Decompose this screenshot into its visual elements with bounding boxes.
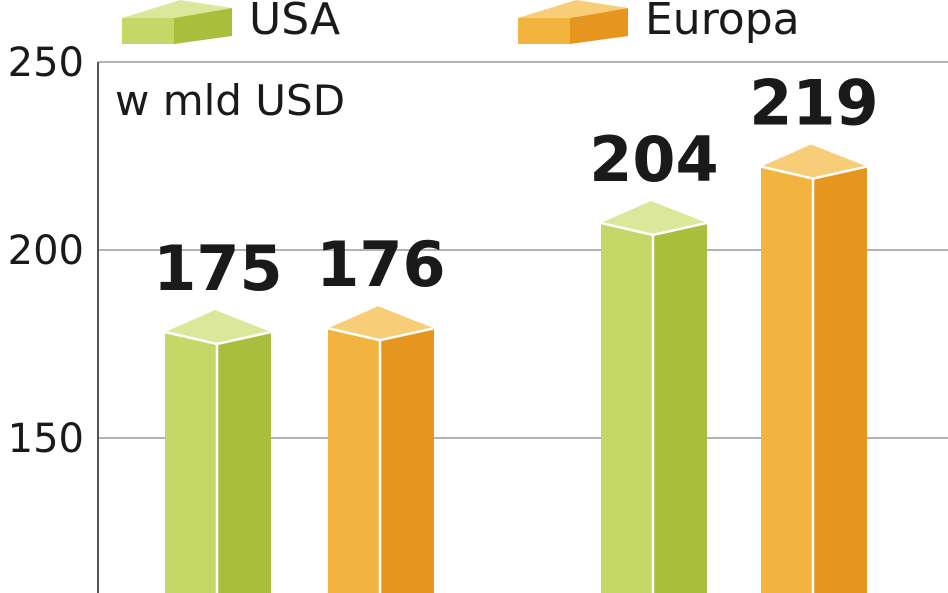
bar-face-front <box>165 332 217 593</box>
bars: 175 204 176 219 <box>153 67 879 593</box>
y-tick-label: 200 <box>8 228 84 274</box>
bar-face-front <box>761 166 813 593</box>
bar-face-front <box>328 328 380 593</box>
legend-swatch-side <box>570 8 628 44</box>
legend-item: USA <box>122 0 340 45</box>
bar-europa-2: 219 <box>749 67 879 593</box>
bar-face-top <box>328 306 434 341</box>
bar-value-label: 176 <box>316 228 445 301</box>
legend-swatch-front <box>122 18 174 44</box>
legend-swatch-side <box>174 8 232 44</box>
bar-face-top <box>761 144 867 179</box>
bar-edge-top <box>327 327 435 342</box>
y-axis-ticks: 150 200 250 <box>8 40 84 462</box>
y-tick-label: 250 <box>8 40 84 86</box>
bar-edge-top <box>760 165 868 180</box>
bar-face-side <box>653 222 707 593</box>
bar-edge-top <box>164 330 272 346</box>
legend-swatch-front <box>518 18 570 44</box>
legend-swatch-top <box>122 0 232 18</box>
legend-label: Europa <box>645 0 800 45</box>
unit-label: w mld USD <box>115 76 345 125</box>
bar-face-front <box>601 222 653 593</box>
bar-face-top <box>165 310 271 344</box>
legend-label: USA <box>249 0 340 45</box>
bar-europa-1: 176 <box>316 228 446 593</box>
bar-value-label: 219 <box>749 67 878 140</box>
bar-face-top <box>601 200 707 235</box>
bar-value-label: 204 <box>589 123 718 196</box>
bar-edge-top <box>600 221 708 237</box>
legend-item: Europa <box>518 0 800 45</box>
legend: USA Europa <box>122 0 800 45</box>
bar-face-side <box>217 332 271 593</box>
bar-usa-2: 204 <box>589 123 719 593</box>
bar-value-label: 175 <box>153 232 282 305</box>
bar-face-side <box>380 328 434 593</box>
bar-usa-1: 175 <box>153 232 283 593</box>
y-tick-label: 150 <box>8 416 84 462</box>
legend-swatch-top <box>518 0 628 18</box>
bar-face-side <box>813 166 867 593</box>
